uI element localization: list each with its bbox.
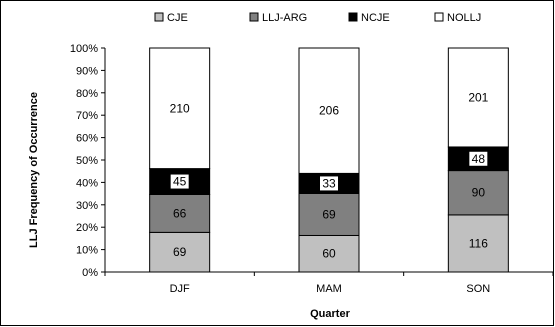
bar-segment-nollj-son [447, 47, 509, 148]
x-axis: DJF MAM SON [104, 271, 554, 295]
legend-swatch-nollj [434, 12, 444, 22]
data-label-background [469, 151, 488, 166]
x-tick-label-son: SON [466, 283, 490, 295]
data-label-llj-arg-djf: 66 [173, 206, 187, 220]
data-label-ncje-djf: 45 [173, 175, 187, 189]
data-label-background [170, 174, 189, 189]
bar-segment-nollj-mam [298, 47, 360, 174]
legend: CJE LLJ-ARG NCJE NOLLJ [154, 12, 481, 24]
y-tick-label: 80% [76, 88, 98, 100]
x-tick-label-mam: MAM [316, 283, 342, 295]
data-label-cje-djf: 69 [173, 245, 187, 259]
bars: 69 66 45 210 60 69 33 206 116 90 48 201 [149, 47, 509, 273]
y-tick-label: 30% [76, 200, 98, 212]
data-label-nollj-djf: 210 [170, 101, 190, 115]
data-label-nollj-mam: 206 [319, 104, 339, 118]
x-axis-title: Quarter [310, 308, 350, 320]
y-tick-label: 40% [76, 177, 98, 189]
data-label-ncje-mam: 33 [322, 176, 336, 190]
legend-swatch-ncje [348, 12, 358, 22]
y-tick-label: 50% [76, 155, 98, 167]
data-label-ncje-son: 48 [472, 152, 486, 166]
y-tick-label: 70% [76, 110, 98, 122]
y-tick-label: 10% [76, 245, 98, 257]
legend-swatch-cje [154, 12, 164, 22]
y-tick-label: 60% [76, 133, 98, 145]
legend-swatch-llj-arg [249, 12, 259, 22]
legend-label-nollj: NOLLJ [447, 12, 481, 24]
bar-segment-llj-arg-mam [298, 192, 360, 236]
y-tick-label: 100% [70, 43, 98, 55]
data-label-background [320, 176, 338, 191]
bar-segment-cje-mam [298, 234, 360, 273]
y-tick-label: 0% [82, 267, 98, 279]
legend-label-ncje: NCJE [361, 12, 390, 24]
data-label-nollj-son: 201 [468, 90, 488, 104]
x-tick-label-djf: DJF [170, 283, 190, 295]
bar-segment-llj-arg-son [447, 170, 509, 216]
legend-label-cje: CJE [167, 12, 188, 24]
data-label-llj-arg-mam: 69 [322, 207, 336, 221]
data-label-llj-arg-son: 90 [472, 186, 486, 200]
y-tick-label: 90% [76, 65, 98, 77]
bar-segment-cje-son [447, 214, 509, 273]
y-tick-label: 20% [76, 222, 98, 234]
legend-label-llj-arg: LLJ-ARG [262, 12, 307, 24]
bar-segment-nollj-djf [149, 47, 211, 170]
data-label-cje-son: 116 [469, 236, 488, 250]
y-axis: 0% 10% 20% 30% 40% 50% 60% 70% 80% 90% 100% [70, 43, 106, 279]
y-axis-title: LLJ Frequency of Occurrence [28, 92, 40, 248]
data-label-cje-mam: 60 [322, 247, 336, 261]
